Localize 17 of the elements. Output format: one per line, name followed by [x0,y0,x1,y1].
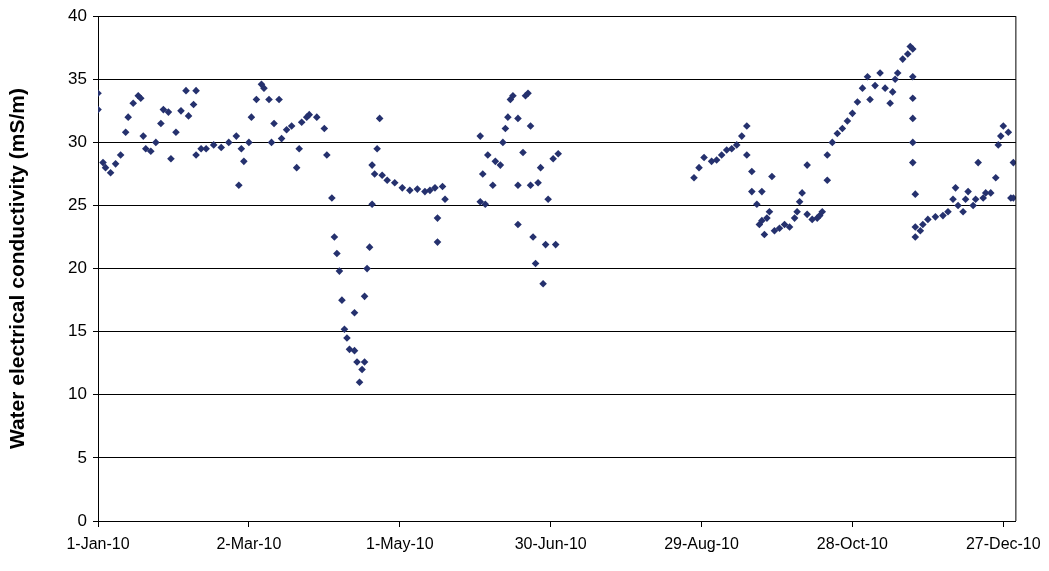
y-tick-label: 20 [68,258,87,278]
y-tick-label: 10 [68,384,87,404]
y-tick-label: 35 [68,68,87,88]
x-tick-label: 1-Jan-10 [66,535,130,553]
y-axis-title: Water electrical conductivity (mS/m) [5,88,29,450]
x-tick-label: 28-Oct-10 [816,535,889,553]
x-tick-label: 1-May-10 [365,535,434,553]
x-tick-label: 27-Dec-10 [965,535,1041,553]
x-tick-label: 30-Jun-10 [514,535,587,553]
y-tick-label: 40 [68,5,87,25]
y-tick-label: 25 [68,195,87,215]
x-tick-label: 29-Aug-10 [664,535,739,553]
y-tick-label: 5 [77,447,87,467]
y-tick-label: 0 [77,510,87,530]
y-tick-label: 15 [68,321,87,341]
y-tick-label: 30 [68,132,87,152]
x-tick-label: 2-Mar-10 [216,535,282,553]
